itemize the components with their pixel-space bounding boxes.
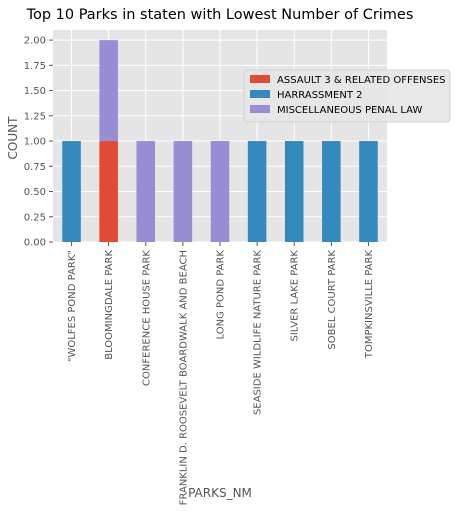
bar [247,141,267,242]
legend-swatch [250,105,270,113]
legend-box [243,69,451,123]
legend-label: MISCELLANEOUS PENAL LAW [277,105,422,116]
bar [322,141,341,242]
y-tick-label: 0.50 [24,187,46,198]
chart-title: Top 10 Parks in staten with Lowest Numbe… [26,7,414,23]
bar [99,40,118,142]
bar [210,141,230,242]
y-tick-label: 0.00 [24,238,46,249]
x-tick-label: SILVER LAKE PARK [290,250,301,342]
x-tick-label: LONG POND PARK [216,250,227,340]
x-axis-label: PARKS_NM [188,486,252,500]
legend-label: HARRASSMENT 2 [277,90,362,101]
bar [99,141,118,242]
y-tick-label: 1.50 [24,86,46,97]
bars [62,40,378,242]
x-tick-label: TOMPKINSVILLE PARK [364,250,375,360]
x-tick-label: CONFERENCE HOUSE PARK [141,250,152,386]
x-tick-label: BLOOMINGDALE PARK [104,250,115,360]
y-tick-label: 1.25 [24,111,46,122]
x-tick-label: SEASIDE WILDLIFE NATURE PARK [253,250,264,415]
y-axis-ticks: 0.00 0.25 0.50 0.75 1.00 1.25 1.50 1.75 2.00 [24,36,53,249]
x-axis-ticks: "WOLFES POND PARK" BLOOMINGDALE PARK CONFE… [67,242,375,505]
legend-swatch [250,75,270,83]
legend-swatch [250,90,270,98]
bar [359,141,378,242]
y-tick-label: 1.00 [24,137,46,148]
y-tick-label: 0.75 [24,162,46,173]
y-tick-label: 1.75 [24,61,46,72]
y-tick-label: 2.00 [24,36,46,47]
x-tick-label: FRANKLIN D. ROOSEVELT BOARDWALK AND BEAC… [178,250,189,505]
y-tick-label: 0.25 [24,212,46,223]
legend-label: ASSAULT 3 & RELATED OFFENSES [277,75,446,86]
bar [284,141,304,242]
x-tick-label: SOBEL COURT PARK [327,250,338,350]
y-axis-label: COUNT [6,116,20,160]
bar [136,141,156,242]
legend: ASSAULT 3 & RELATED OFFENSES HARRASSMENT … [243,69,451,123]
bar [173,141,193,242]
bar [62,141,81,242]
x-tick-label: "WOLFES POND PARK" [67,250,78,362]
